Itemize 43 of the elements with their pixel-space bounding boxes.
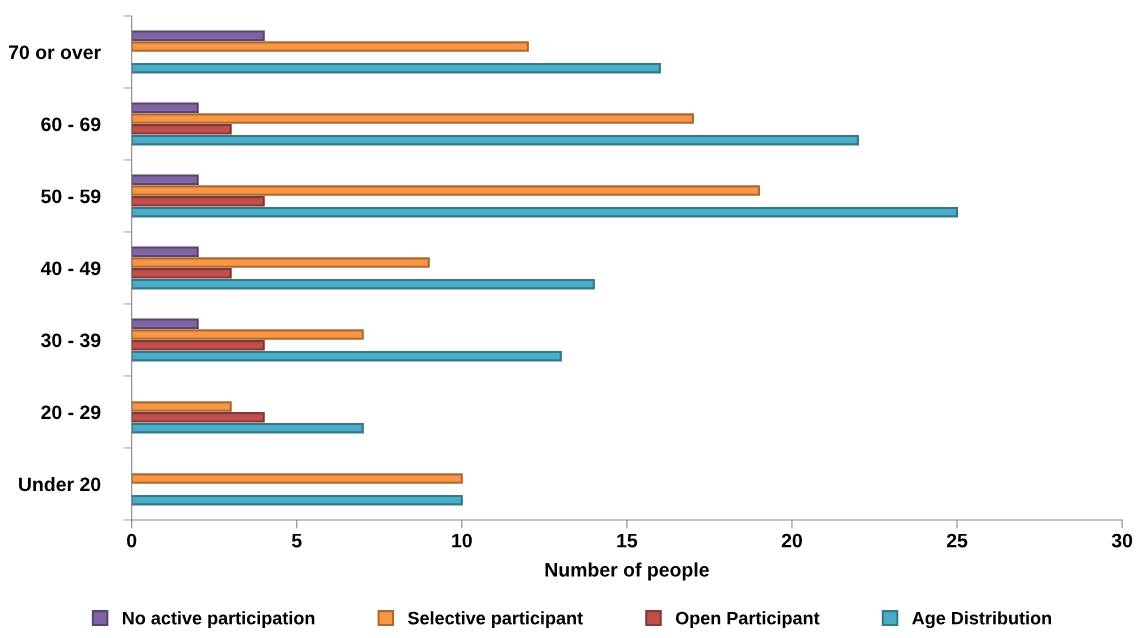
bar [131, 206, 959, 218]
x-tick-label: 5 [291, 533, 302, 548]
bar [131, 412, 265, 423]
y-tick-label: 50 - 59 [41, 189, 101, 204]
x-axis-title: Number of people [545, 562, 709, 581]
bar [131, 278, 595, 290]
bar [131, 257, 430, 268]
bar [131, 422, 364, 434]
bar [131, 268, 232, 279]
bar [131, 401, 232, 412]
bar [131, 196, 265, 207]
bar [131, 134, 860, 146]
bar [131, 174, 199, 186]
x-tick-label: 20 [781, 533, 802, 548]
bar [131, 494, 463, 506]
legend-label: No active participation [122, 611, 315, 629]
y-tick-label: 70 or over [9, 45, 101, 60]
bar [131, 340, 265, 351]
legend-label: Open Participant [675, 611, 820, 629]
legend-label: Age Distribution [912, 611, 1052, 629]
x-tick-label: 0 [127, 533, 137, 548]
bar [131, 41, 529, 52]
bar [131, 124, 232, 135]
legend-label: Selective participant [408, 611, 583, 629]
bar [131, 246, 199, 258]
y-tick-label: 40 - 49 [40, 261, 101, 276]
x-tick-label: 30 [1111, 533, 1133, 548]
bar [131, 30, 265, 41]
x-tick-label: 15 [617, 533, 638, 548]
bar [131, 329, 364, 340]
y-tick-label: 30 - 39 [41, 333, 101, 348]
bar [131, 185, 760, 196]
x-tick-label: 10 [452, 533, 472, 548]
bar [131, 350, 562, 362]
y-tick-label: 60 - 69 [41, 117, 101, 132]
y-tick-label: 20 - 29 [41, 405, 101, 420]
y-tick-label: Under 20 [19, 476, 101, 492]
bar [131, 473, 463, 484]
bar [131, 318, 199, 330]
x-tick-label: 25 [946, 533, 968, 548]
bar [131, 113, 694, 124]
bar [131, 62, 661, 74]
bar [131, 102, 199, 114]
